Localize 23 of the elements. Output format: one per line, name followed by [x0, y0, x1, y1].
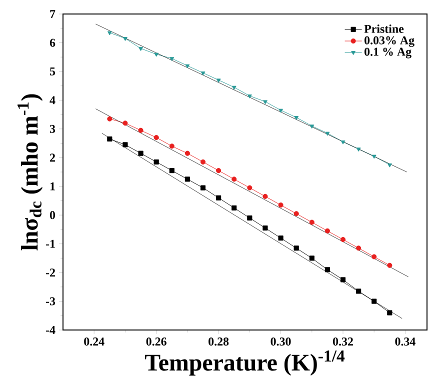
x-tick-label: 0.30: [270, 338, 291, 346]
legend-label: 0.1 % Ag: [364, 48, 412, 58]
y-tick-label: 6: [50, 38, 56, 47]
y-tick-label: -4: [46, 326, 56, 334]
x-axis-title: Temperature (K)$^{-1/4}$: [144, 350, 345, 376]
x-tick-label: 0.32: [332, 338, 353, 346]
y-tick-label: 3: [50, 124, 56, 133]
y-tick-label: 4: [50, 96, 56, 104]
y-tick-label: 5: [50, 67, 56, 76]
x-tick-label: 0.24: [84, 338, 104, 346]
legend-label: Pristine: [364, 24, 404, 33]
x-tick-label: 0.26: [146, 338, 166, 346]
legend-label: 0.03% Ag: [364, 36, 414, 47]
y-axis-title: lnσ$_{dc}$ (mho m$^{-1}$): [18, 94, 43, 250]
x-tick-label: 0.28: [208, 338, 229, 346]
y-tick-label: 0: [50, 211, 56, 220]
y-tick-label: -1: [46, 240, 55, 248]
x-tick-label: 0.34: [395, 338, 416, 346]
y-tick-label: -2: [46, 268, 55, 277]
y-tick-label: 1: [50, 182, 55, 190]
y-tick-label: 2: [50, 154, 55, 162]
y-tick-label: -3: [46, 297, 56, 306]
y-tick-label: 7: [50, 10, 56, 18]
